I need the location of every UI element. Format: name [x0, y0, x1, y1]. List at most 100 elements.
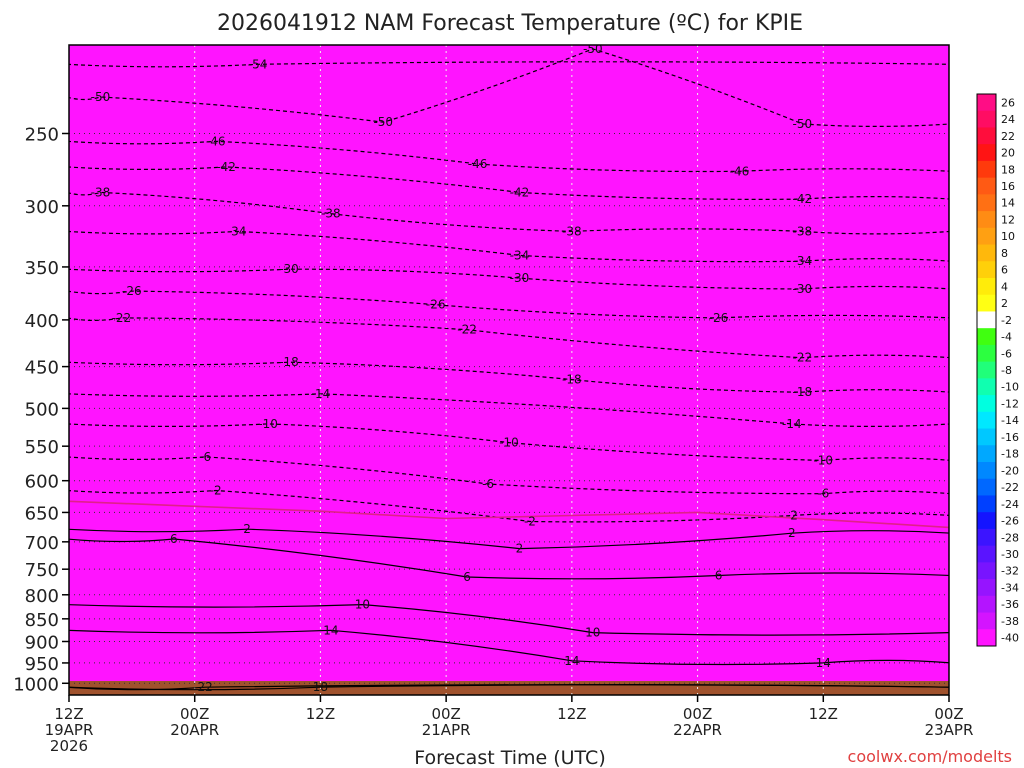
isotherm-label: -46 [206, 134, 226, 148]
colorbar-label: -8 [1001, 364, 1012, 377]
pressure-tick-label: 900 [25, 632, 59, 653]
pressure-axis: 2503003504004505005506006507007508008509… [13, 124, 69, 695]
colorbar-label: 8 [1001, 247, 1008, 260]
colorbar-swatch [977, 177, 996, 195]
isotherm-label: -10 [499, 436, 519, 450]
isotherm-label: -34 [227, 224, 247, 238]
isotherm-label: -42 [216, 160, 236, 174]
x-axis-label: Forecast Time (UTC) [414, 747, 605, 768]
colorbar-swatch [977, 328, 996, 346]
colorbar-swatch [977, 278, 996, 296]
isotherm-line [69, 191, 949, 235]
colorbar-swatch [977, 495, 996, 513]
colorbar-swatch [977, 562, 996, 580]
pressure-tick-label: 500 [25, 399, 59, 420]
isotherm-label: -26 [122, 284, 142, 298]
isotherm-label: -14 [782, 417, 802, 431]
time-tick-label: 00Z [180, 705, 209, 723]
isotherm-label: -30 [510, 271, 530, 285]
colorbar-swatch [977, 378, 996, 396]
colorbar-label: -18 [1001, 448, 1019, 461]
isotherm-label: -6 [482, 477, 494, 491]
isotherm-label: -6 [199, 450, 211, 464]
pressure-tick-label: 1000 [13, 674, 59, 695]
isotherm-line [69, 528, 949, 550]
colorbar-label: -32 [1001, 565, 1019, 578]
isotherm-label: -14 [311, 387, 331, 401]
isotherm-line [69, 268, 949, 290]
colorbar-swatch [977, 94, 996, 112]
colorbar-swatch [977, 428, 996, 446]
time-tick-label: 19APR [45, 721, 94, 739]
colorbar-swatch [977, 361, 996, 379]
isotherm-line [69, 423, 949, 462]
isotherm-label: 6 [170, 532, 178, 546]
colorbar-label: -24 [1001, 498, 1019, 511]
isotherm-label: -50 [793, 117, 813, 131]
colorbar-label: -22 [1001, 481, 1019, 494]
isotherm-label: 6 [715, 568, 723, 582]
time-tick-label: 12Z [54, 705, 83, 723]
isotherm-label: -18 [793, 385, 813, 399]
isotherm-label: -22 [793, 351, 813, 365]
colorbar-swatch [977, 528, 996, 547]
isotherm-line [69, 290, 949, 319]
isotherm-label: -30 [279, 262, 299, 276]
isotherm-label: -2 [524, 514, 536, 528]
isotherm-label: -2 [210, 483, 222, 497]
colorbar-swatch [977, 211, 996, 229]
isotherm-label: 14 [323, 623, 338, 637]
colorbar: 26 24 22 20 18 16 14 12 10 8 6 4 2 -2 -4 -6 -8 -10 -12 -14 -… [976, 93, 1019, 647]
time-tick-label: 2026 [50, 737, 88, 755]
isotherm-label: -26 [426, 298, 446, 312]
isotherm-line [69, 538, 949, 580]
isotherm-label: 2 [243, 522, 251, 536]
colorbar-label: -14 [1001, 414, 1019, 427]
time-tick-label: 12Z [306, 705, 335, 723]
colorbar-frame [976, 93, 997, 647]
isotherm-label: -18 [279, 355, 299, 369]
colorbar-swatch [977, 462, 996, 480]
isotherm-label: -34 [793, 254, 813, 268]
isotherm-label: 14 [816, 656, 831, 670]
colorbar-label: -16 [1001, 431, 1019, 444]
colorbar-label: -2 [1001, 314, 1012, 327]
credit-text: coolwx.com/modelts [848, 747, 1012, 766]
pressure-tick-label: 800 [25, 586, 59, 607]
pressure-tick-label: 350 [25, 258, 59, 279]
isotherm-label: -42 [510, 185, 530, 199]
colorbar-label: -20 [1001, 464, 1019, 477]
colorbar-swatch [977, 160, 996, 179]
colorbar-swatch [977, 194, 996, 212]
colorbar-label: 4 [1001, 280, 1008, 293]
colorbar-label: -30 [1001, 548, 1019, 561]
colorbar-swatch [977, 127, 996, 145]
isotherm-label: -38 [562, 224, 582, 238]
time-tick-label: 00Z [683, 705, 712, 723]
time-tick-label: 00Z [934, 705, 963, 723]
colorbar-label: -26 [1001, 515, 1019, 528]
colorbar-label: 18 [1001, 163, 1015, 176]
isotherm-label: 18 [313, 680, 328, 694]
time-tick-label: 12Z [809, 705, 838, 723]
isotherm-label: -38 [793, 224, 813, 238]
colorbar-swatch [977, 311, 996, 329]
chart-title: 2026041912 NAM Forecast Temperature (ºC)… [217, 11, 803, 36]
isotherm-label: -42 [793, 192, 813, 206]
colorbar-swatch [977, 478, 996, 496]
colorbar-label: 26 [1001, 96, 1015, 109]
colorbar-swatch [977, 144, 996, 162]
isotherm-label: -22 [112, 311, 132, 325]
isotherm-label: -38 [321, 207, 341, 221]
colorbar-label: -4 [1001, 331, 1012, 344]
colorbar-label: 16 [1001, 180, 1015, 193]
time-tick-label: 12Z [557, 705, 586, 723]
colorbar-swatch [977, 261, 996, 279]
isotherm-line [69, 140, 949, 173]
time-tick-label: 21APR [422, 721, 471, 739]
isotherm-line [69, 166, 949, 200]
colorbar-swatch [977, 579, 996, 597]
isotherm-line [69, 393, 949, 427]
